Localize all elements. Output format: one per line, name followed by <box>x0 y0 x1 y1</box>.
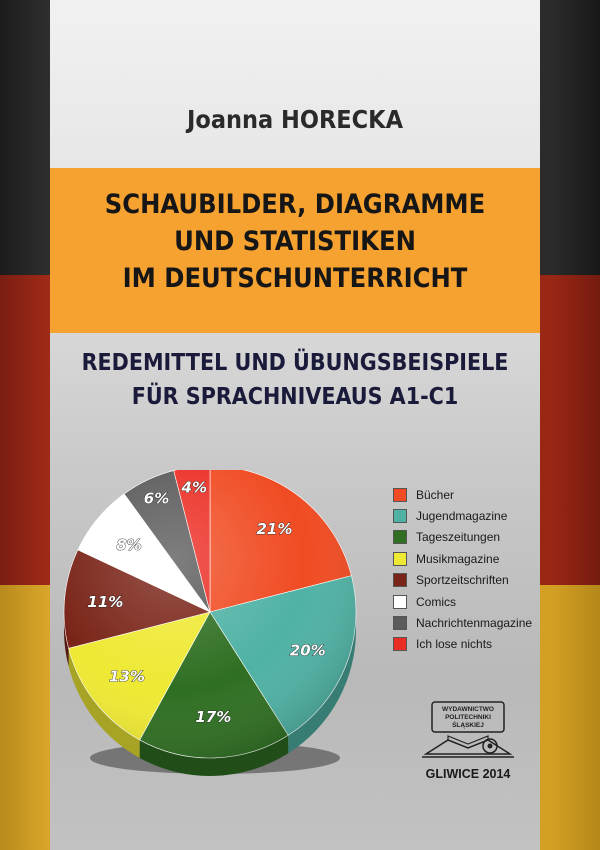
book-title: SCHAUBILDER, DIAGRAMME UND STATISTIKEN I… <box>104 189 486 294</box>
legend-label: Jugendmagazine <box>416 509 508 524</box>
legend-item: Musikmagazine <box>393 548 532 569</box>
author-name: Joanna HORECKA <box>187 105 403 134</box>
legend-item: Jugendmagazine <box>393 505 532 526</box>
legend-swatch <box>393 509 407 524</box>
legend-swatch <box>393 616 407 631</box>
title-box <box>50 168 540 333</box>
pie-label-7: 4% <box>181 478 207 496</box>
pie-label-6: 6% <box>144 489 169 507</box>
legend-swatch <box>393 551 407 566</box>
place-year: GLIWICE 2014 <box>425 767 511 781</box>
book-subtitle: REDEMITTEL UND ÜBUNGSBEISPIELE FÜR SPRAC… <box>81 350 509 410</box>
legend-swatch <box>393 530 407 545</box>
pie-label-2: 17% <box>195 708 231 726</box>
legend-label: Musikmagazine <box>416 551 500 566</box>
legend-swatch <box>393 594 407 609</box>
legend-label: Ich lose nichts <box>416 637 493 652</box>
logo-text-line-3: ŚLĄSKIEJ <box>452 720 484 729</box>
pie-label-3: 13% <box>109 667 145 685</box>
pie-label-1: 20% <box>290 642 326 660</box>
legend-label: Tageszeitungen <box>416 530 501 545</box>
logo-text-line-2: POLITECHNIKI <box>445 714 491 721</box>
legend-item: Comics <box>393 591 532 612</box>
legend-swatch <box>393 487 407 502</box>
pie-side-2 <box>139 735 289 776</box>
legend-label: Comics <box>416 594 457 609</box>
legend-label: Bücher <box>416 487 455 502</box>
legend-label: Sportzeitschriften <box>416 573 509 588</box>
legend-item: Bücher <box>393 484 532 505</box>
legend-item: Nachrichtenmagazine <box>393 612 532 633</box>
pie-label-0: 21% <box>256 520 292 538</box>
pie-labels: 21% 20% 17% 13% 11% 8% 6% 4% <box>87 478 326 726</box>
legend-label: Nachrichtenmagazine <box>416 616 533 631</box>
legend-item: Ich lose nichts <box>393 634 532 655</box>
logo-text-line-1: WYDAWNICTWO <box>442 706 494 713</box>
publisher-logo: WYDAWNICTWO POLITECHNIKI ŚLĄSKIEJ <box>422 701 514 758</box>
pie-chart: 21% 20% 17% 13% 11% 8% 6% 4% <box>63 470 357 776</box>
chart-legend: Bücher Jugendmagazine Tageszeitungen Musikm… <box>393 484 532 655</box>
legend-swatch <box>393 573 407 588</box>
pie-label-4: 11% <box>87 593 123 611</box>
legend-swatch <box>393 637 407 652</box>
pie-label-5: 8% <box>116 536 141 554</box>
legend-item: Sportzeitschriften <box>393 570 532 591</box>
legend-item: Tageszeitungen <box>393 527 532 548</box>
